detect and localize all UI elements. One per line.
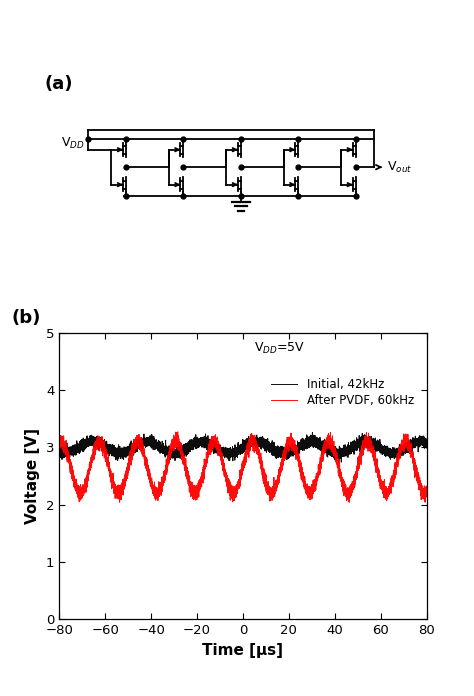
After PVDF, 60kHz bbox=[236, 481, 242, 489]
Initial, 42kHz bbox=[78, 443, 84, 451]
Initial, 42kHz bbox=[128, 445, 134, 453]
Initial, 42kHz bbox=[56, 446, 62, 454]
Line: Initial, 42kHz: Initial, 42kHz bbox=[59, 433, 427, 463]
After PVDF, 60kHz bbox=[128, 450, 134, 459]
Text: V$_{out}$: V$_{out}$ bbox=[387, 159, 412, 175]
Y-axis label: Voltage [V]: Voltage [V] bbox=[25, 428, 40, 524]
After PVDF, 60kHz bbox=[404, 439, 410, 448]
After PVDF, 60kHz bbox=[72, 478, 77, 487]
After PVDF, 60kHz bbox=[78, 488, 84, 496]
Text: V$_{DD}$=5V: V$_{DD}$=5V bbox=[254, 341, 305, 356]
Initial, 42kHz bbox=[310, 429, 315, 437]
Initial, 42kHz bbox=[424, 437, 429, 445]
Text: (a): (a) bbox=[45, 74, 73, 93]
Line: After PVDF, 60kHz: After PVDF, 60kHz bbox=[59, 432, 427, 503]
After PVDF, 60kHz bbox=[175, 428, 181, 436]
X-axis label: Time [μs]: Time [μs] bbox=[202, 643, 283, 658]
Initial, 42kHz bbox=[336, 459, 342, 467]
Legend: Initial, 42kHz, After PVDF, 60kHz: Initial, 42kHz, After PVDF, 60kHz bbox=[267, 373, 419, 412]
After PVDF, 60kHz bbox=[424, 493, 429, 501]
Text: V$_{DD}$: V$_{DD}$ bbox=[61, 136, 85, 150]
Text: (b): (b) bbox=[11, 309, 41, 327]
Initial, 42kHz bbox=[404, 439, 410, 448]
After PVDF, 60kHz bbox=[346, 498, 352, 507]
Initial, 42kHz bbox=[236, 445, 242, 454]
Initial, 42kHz bbox=[58, 450, 64, 459]
After PVDF, 60kHz bbox=[56, 441, 62, 449]
After PVDF, 60kHz bbox=[58, 437, 64, 445]
Initial, 42kHz bbox=[72, 445, 77, 454]
